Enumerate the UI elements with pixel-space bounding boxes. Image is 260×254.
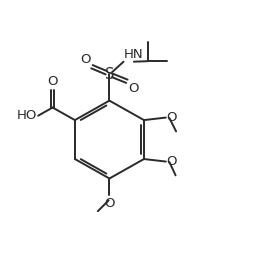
Text: O: O: [166, 111, 177, 124]
Text: HO: HO: [16, 109, 37, 122]
Text: HN: HN: [124, 48, 144, 61]
Text: O: O: [80, 53, 91, 66]
Text: O: O: [128, 82, 139, 95]
Text: O: O: [47, 75, 58, 88]
Text: O: O: [104, 197, 115, 210]
Text: O: O: [166, 155, 177, 168]
Text: S: S: [105, 67, 114, 82]
